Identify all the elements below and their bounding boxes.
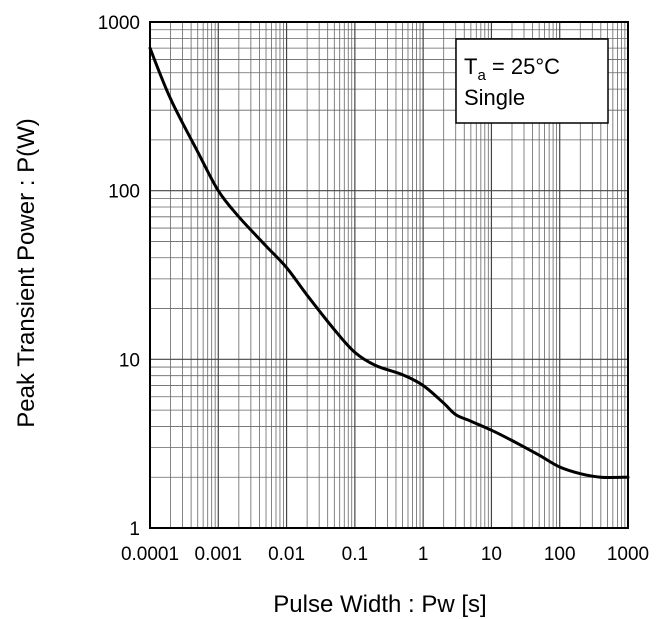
x-tick-label: 0.1	[342, 544, 368, 565]
annotation-mode: Single	[464, 85, 525, 110]
x-tick-label: 0.001	[195, 544, 243, 565]
x-tick-label: 1000	[607, 544, 649, 565]
y-axis-label: Peak Transient Power : P(W)	[13, 118, 40, 427]
annotation-temperature: Ta = 25°C	[464, 54, 560, 84]
x-tick-label: 1	[418, 544, 429, 565]
x-tick-label: 0.01	[268, 544, 305, 565]
y-tick-label: 1	[129, 519, 140, 540]
x-tick-label: 0.0001	[121, 544, 179, 565]
x-tick-label: 10	[481, 544, 502, 565]
y-tick-label: 100	[108, 182, 140, 203]
x-axis-label: Pulse Width : Pw [s]	[273, 591, 486, 618]
annotation-frame	[455, 38, 609, 124]
x-tick-label: 100	[544, 544, 576, 565]
plot-frame	[149, 21, 629, 529]
y-tick-labels: 1 10 100 1000	[98, 13, 140, 540]
minor-grid	[150, 22, 628, 528]
y-tick-label: 10	[119, 350, 140, 371]
x-tick-labels: 0.0001 0.001 0.01 0.1 1 10 100 1000	[121, 544, 649, 565]
condition-annotation-box: Ta = 25°C Single	[455, 38, 609, 124]
series-line	[148, 46, 630, 479]
y-tick-label: 1000	[98, 13, 140, 34]
